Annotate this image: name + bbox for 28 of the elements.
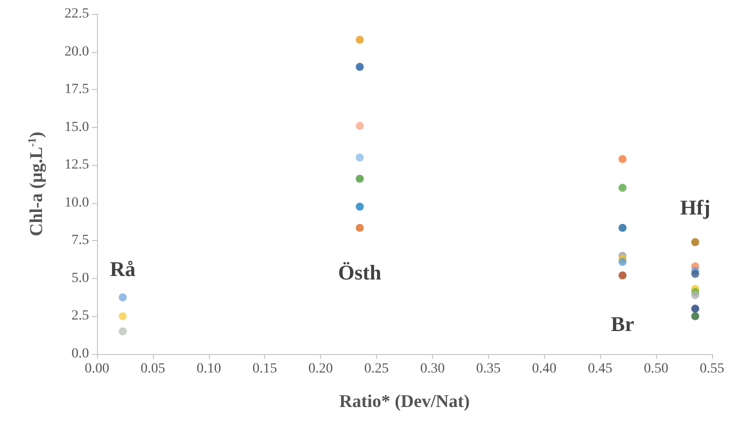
x-tick-label: 0.15	[252, 362, 277, 376]
y-tick-label: 2.5	[72, 308, 89, 324]
x-tick-label: 0.00	[84, 362, 110, 376]
x-tick-label: 0.20	[308, 362, 333, 376]
x-tick-label: 0.35	[476, 362, 501, 376]
x-tick-label: 0.45	[588, 362, 612, 376]
y-tick-label: 12.5	[64, 158, 89, 173]
y-tick-label: 0.0	[72, 346, 89, 362]
y-tick-label: 7.5	[72, 233, 89, 248]
x-tick-label: 0.30	[420, 362, 445, 376]
y-tick-label: 15.0	[64, 120, 89, 135]
x-tick-label: 0.50	[644, 362, 668, 376]
annotation: Hfj	[680, 196, 710, 220]
annotation: Östh	[338, 260, 382, 284]
x-tick-label: 0.55	[700, 362, 724, 376]
x-tick-label: 0.05	[140, 362, 166, 376]
y-tick-label: 5.0	[72, 270, 89, 286]
y-axis-title: Chl-a (µg.L-1)	[26, 132, 46, 236]
annotation: Rå	[110, 256, 136, 281]
x-tick-label: 0.40	[532, 362, 557, 376]
annotation: Br	[610, 312, 634, 336]
x-tick-label: 0.25	[364, 362, 389, 376]
y-tick-label: 17.5	[64, 82, 89, 98]
x-axis-title: Ratio* (Dev/Nat)	[339, 391, 470, 411]
y-tick-label: 22.5	[64, 6, 89, 22]
y-tick-label: 20.0	[64, 44, 89, 60]
x-tick-label: 0.10	[196, 362, 222, 376]
y-tick-label: 10.0	[64, 195, 89, 210]
